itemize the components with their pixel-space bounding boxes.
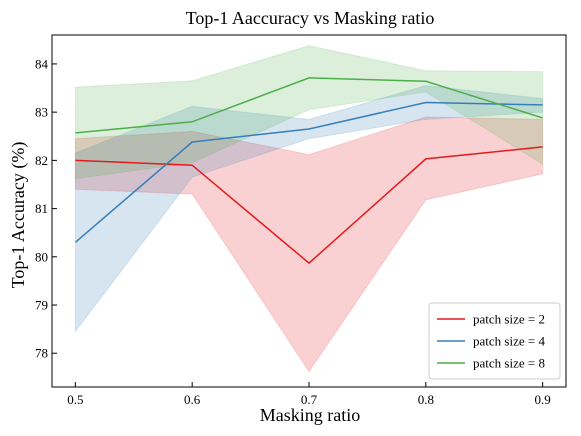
chart-title: Top-1 Aaccuracy vs Masking ratio [186, 8, 435, 28]
x-axis-title: Masking ratio [260, 405, 361, 425]
x-tick-label: 0.7 [301, 392, 318, 407]
y-tick-label: 82 [35, 153, 48, 168]
x-tick-label: 0.6 [184, 392, 201, 407]
legend-box [428, 302, 561, 380]
y-tick-label: 83 [35, 105, 48, 120]
legend-label: patch size = 2 [473, 312, 545, 327]
series-lines [74, 77, 543, 265]
y-tick-label: 81 [35, 201, 48, 216]
y-axis-title: Top-1 Accuracy (%) [8, 142, 29, 289]
confidence-band-3 [74, 45, 544, 180]
y-tick-label: 78 [35, 346, 48, 361]
y-tick-label: 79 [35, 298, 48, 313]
legend: patch size = 2 patch size = 4 patch size =… [428, 302, 561, 380]
y-tick-label: 80 [35, 249, 48, 264]
y-axis-ticks: 78 79 80 81 82 83 84 [35, 56, 57, 361]
x-axis-ticks: 0.5 0.6 0.7 0.8 0.9 [67, 382, 551, 407]
x-tick-label: 0.9 [535, 392, 551, 407]
confidence-band-2 [74, 85, 544, 333]
legend-label: patch size = 4 [473, 334, 545, 349]
y-tick-label: 84 [35, 56, 49, 71]
x-tick-label: 0.8 [418, 392, 434, 407]
x-tick-label: 0.5 [67, 392, 83, 407]
confidence-bands [74, 45, 544, 373]
legend-label: patch size = 8 [473, 356, 545, 371]
confidence-band-1 [74, 116, 544, 373]
